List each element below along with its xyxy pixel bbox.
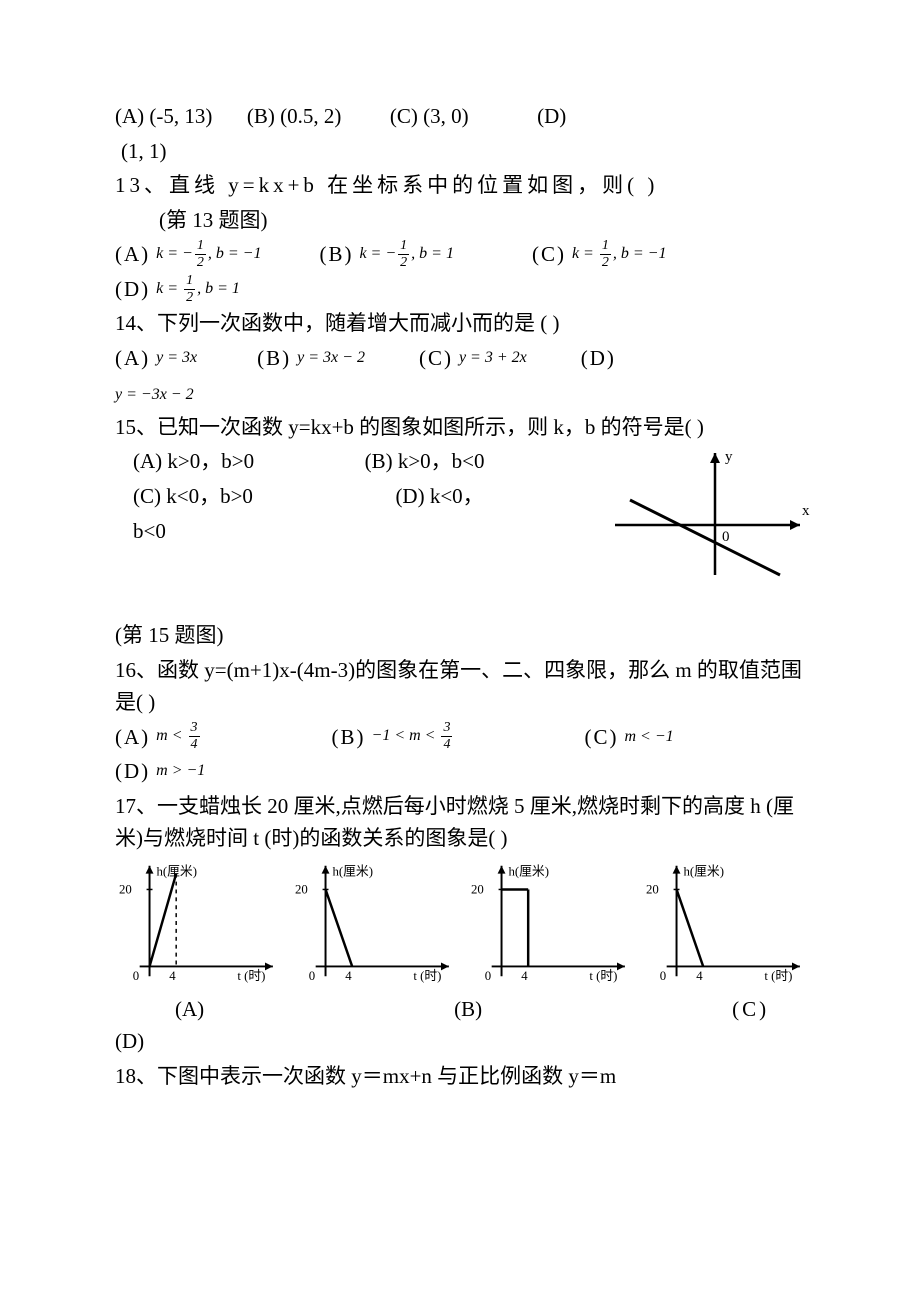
q15-option-c: (C) k<0，b>0: [133, 484, 253, 508]
svg-text:0: 0: [133, 969, 139, 983]
q16-label-d: (D): [115, 755, 150, 788]
svg-text:h(厘米): h(厘米): [332, 864, 373, 878]
q18-stem: 18、下图中表示一次函数 y＝mx+n 与正比例函数 y＝m: [115, 1060, 810, 1093]
q12-option-c: (C) (3, 0): [390, 104, 469, 128]
q14-option-d: y = −3x − 2: [115, 386, 194, 403]
q14-label-d: (D): [581, 342, 616, 375]
q13-label-b: (B): [319, 238, 353, 271]
q12-option-b: (B) (0.5, 2): [247, 104, 341, 128]
q16-label-b: (B): [332, 721, 366, 754]
q17-chart-a: h(厘米) 20 0 4 t (时): [115, 859, 283, 989]
q15-option-a: (A) k>0，b>0: [133, 449, 254, 473]
svg-text:t (时): t (时): [589, 969, 617, 983]
q16-label-a: (A): [115, 721, 150, 754]
q16-label-c: (C): [584, 721, 618, 754]
svg-text:h(厘米): h(厘米): [508, 864, 549, 878]
svg-text:20: 20: [646, 882, 659, 896]
q15-graph: 0 y x: [610, 445, 810, 595]
q16-option-c: m < −1: [624, 725, 673, 750]
q17-chart-c: h(厘米) 20 0 4 t (时): [467, 859, 635, 989]
svg-text:4: 4: [345, 969, 352, 983]
q14-label-a: (A): [115, 342, 150, 375]
svg-text:t (时): t (时): [237, 969, 265, 983]
svg-text:h(厘米): h(厘米): [684, 864, 725, 878]
q12-option-d: (D): [537, 104, 566, 128]
q15-option-d-cont: b<0: [133, 519, 166, 543]
q13-label-d: (D): [115, 273, 150, 306]
q14-label-b: (B): [257, 342, 291, 375]
q13-label-a: (A): [115, 238, 150, 271]
svg-text:4: 4: [169, 969, 176, 983]
q13-options-row-1: (A) k = −12, b = −1 (B) k = −12, b = 1 (…: [115, 238, 810, 271]
q13-option-d: k = 12, b = 1: [156, 274, 240, 305]
q13-option-c: k = 12, b = −1: [572, 239, 667, 270]
q12-option-a: (A) (-5, 13): [115, 104, 212, 128]
svg-text:0: 0: [484, 969, 490, 983]
q16-options-row-2: (D) m > −1: [115, 755, 810, 788]
svg-text:20: 20: [119, 882, 132, 896]
q12-option-d-value: (1, 1): [115, 135, 810, 168]
q13-label-c: (C): [532, 238, 566, 271]
q13-options-row-2: (D) k = 12, b = 1: [115, 273, 810, 306]
q17-label-d: (D): [115, 1025, 810, 1058]
q17-label-c: (C): [732, 993, 769, 1026]
q17-chart-d: h(厘米) 20 0 4 t (时): [642, 859, 810, 989]
q12-options-row: (A) (-5, 13) (B) (0.5, 2) (C) (3, 0) (D): [115, 100, 810, 133]
svg-text:0: 0: [309, 969, 315, 983]
q15-figure-note: (第 15 题图): [115, 619, 810, 652]
svg-text:20: 20: [295, 882, 308, 896]
q15-stem: 15、已知一次函数 y=kx+b 的图象如图所示，则 k，b 的符号是( ): [115, 411, 810, 444]
q17-label-a: (A): [175, 993, 204, 1026]
svg-text:0: 0: [660, 969, 666, 983]
q17-option-labels-row: (A) (B) (C): [115, 993, 810, 1026]
q17-stem: 17、一支蜡烛长 20 厘米,点燃后每小时燃烧 5 厘米,燃烧时剩下的高度 h …: [115, 790, 810, 855]
q17-label-b: (B): [454, 993, 482, 1026]
q14-options-row: (A) y = 3x (B) y = 3x − 2 (C) y = 3 + 2x…: [115, 342, 810, 375]
q15-option-d: (D) k<0，: [395, 484, 483, 508]
q14-option-a: y = 3x: [156, 346, 197, 371]
q13-figure-note: (第 13 题图): [115, 204, 810, 237]
q17-charts-row: h(厘米) 20 0 4 t (时) h(厘米) 20 0 4 t (时): [115, 859, 810, 989]
q15-origin-label: 0: [722, 529, 730, 545]
q15-function-line: [630, 500, 780, 575]
q13-option-b: k = −12, b = 1: [359, 239, 454, 270]
q17-chart-b: h(厘米) 20 0 4 t (时): [291, 859, 459, 989]
q16-option-d: m > −1: [156, 759, 205, 784]
q14-option-c: y = 3 + 2x: [459, 346, 527, 371]
q13-stem: 13、直线 y=kx+b 在坐标系中的位置如图，则( ): [115, 169, 810, 202]
svg-text:t (时): t (时): [413, 969, 441, 983]
q15-option-b: (B) k>0，b<0: [365, 449, 485, 473]
q14-stem: 14、下列一次函数中，随着增大而减小而的是 ( ): [115, 307, 810, 340]
q15-y-axis-label: y: [725, 449, 733, 465]
svg-text:4: 4: [697, 969, 704, 983]
q16-option-a: m < 34: [156, 721, 201, 752]
svg-text:t (时): t (时): [765, 969, 793, 983]
q14-option-b: y = 3x − 2: [297, 346, 365, 371]
q14-label-c: (C): [419, 342, 453, 375]
q13-option-a: k = −12, b = −1: [156, 239, 261, 270]
q16-option-b: −1 < m < 34: [372, 721, 455, 752]
svg-text:20: 20: [470, 882, 483, 896]
q16-stem: 16、函数 y=(m+1)x-(4m-3)的图象在第一、二、四象限，那么 m 的…: [115, 654, 810, 719]
svg-text:4: 4: [521, 969, 528, 983]
q15-x-axis-label: x: [802, 503, 810, 519]
q16-options-row-1: (A) m < 34 (B) −1 < m < 34 (C) m < −1: [115, 721, 810, 754]
